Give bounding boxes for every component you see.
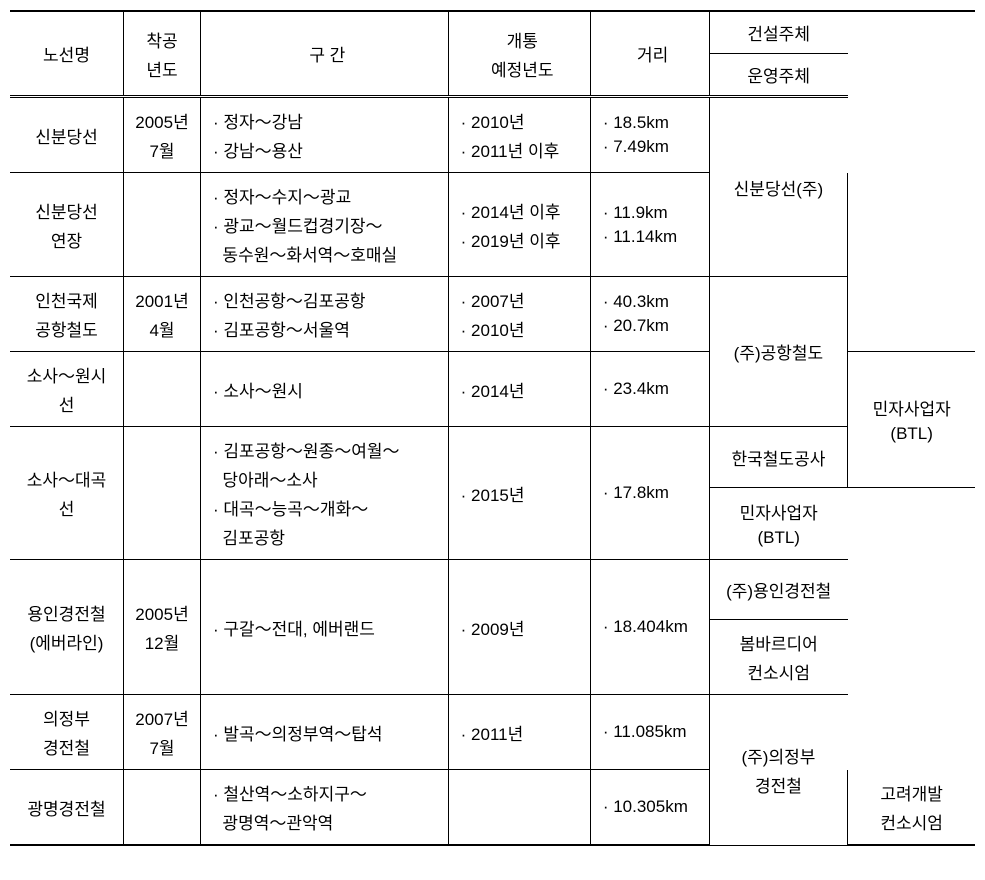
header-route: 노선명 bbox=[10, 11, 124, 97]
cell-start-year: 2007년7월 bbox=[124, 695, 201, 770]
cell-distance: · 17.8km bbox=[590, 427, 709, 560]
table-body: 신분당선2005년7월· 정자～강남· 강남～용산· 2010년· 2011년 … bbox=[10, 97, 975, 846]
cell-start-year: 2005년7월 bbox=[124, 97, 201, 173]
cell-distance: · 23.4km bbox=[590, 352, 709, 427]
cell-open-year: · 2014년 이후· 2019년 이후 bbox=[448, 173, 590, 277]
cell-open-year: · 2011년 bbox=[448, 695, 590, 770]
cell-open-year: · 2010년· 2011년 이후 bbox=[448, 97, 590, 173]
table-row: 의정부경전철2007년7월· 발곡～의정부역～탑석· 2011년· 11.085… bbox=[10, 695, 975, 770]
cell-section: · 정자～강남· 강남～용산 bbox=[200, 97, 448, 173]
cell-section: · 소사～원시 bbox=[200, 352, 448, 427]
cell-section: · 김포공항～원종～여월～ 당아래～소사· 대곡～능곡～개화～ 김포공항 bbox=[200, 427, 448, 560]
cell-entity: 봄바르디어컨소시엄 bbox=[709, 620, 848, 695]
cell-route: 광명경전철 bbox=[10, 770, 124, 846]
header-open-year: 개통예정년도 bbox=[448, 11, 590, 97]
header-operator: 운영주체 bbox=[709, 54, 848, 97]
cell-section: · 발곡～의정부역～탑석 bbox=[200, 695, 448, 770]
cell-section: · 철산역～소하지구～ 광명역～관악역 bbox=[200, 770, 448, 846]
cell-open-year: · 2009년 bbox=[448, 560, 590, 695]
cell-start-year: 2001년4월 bbox=[124, 277, 201, 352]
cell-start-year bbox=[124, 427, 201, 560]
cell-route: 의정부경전철 bbox=[10, 695, 124, 770]
header-section: 구 간 bbox=[200, 11, 448, 97]
cell-open-year bbox=[448, 770, 590, 846]
cell-section: · 구갈～전대, 에버랜드 bbox=[200, 560, 448, 695]
cell-entity: (주)용인경전철 bbox=[709, 560, 848, 620]
cell-entity: 신분당선(주) bbox=[709, 97, 848, 277]
cell-start-year: 2005년12월 bbox=[124, 560, 201, 695]
rail-lines-table: 노선명 착공년도 구 간 개통예정년도 거리 건설주체 운영주체 신분당선200… bbox=[10, 10, 975, 846]
cell-entity: (주)의정부경전철 bbox=[709, 695, 848, 846]
cell-distance: · 11.085km bbox=[590, 695, 709, 770]
cell-route: 용인경전철(에버라인) bbox=[10, 560, 124, 695]
cell-route: 신분당선 bbox=[10, 97, 124, 173]
table-row: 인천국제공항철도2001년4월· 인천공항～김포공항· 김포공항～서울역· 20… bbox=[10, 277, 975, 352]
cell-open-year: · 2007년· 2010년 bbox=[448, 277, 590, 352]
cell-open-year: · 2014년 bbox=[448, 352, 590, 427]
cell-entity: 민자사업자(BTL) bbox=[848, 352, 975, 488]
table-row: 신분당선2005년7월· 정자～강남· 강남～용산· 2010년· 2011년 … bbox=[10, 97, 975, 173]
header-distance: 거리 bbox=[590, 11, 709, 97]
cell-entity: (주)공항철도 bbox=[709, 277, 848, 427]
cell-route: 소사～원시선 bbox=[10, 352, 124, 427]
cell-distance: · 40.3km· 20.7km bbox=[590, 277, 709, 352]
cell-entity: 민자사업자(BTL) bbox=[709, 488, 848, 560]
table-row: 용인경전철(에버라인)2005년12월· 구갈～전대, 에버랜드· 2009년·… bbox=[10, 560, 975, 620]
cell-distance: · 18.5km· 7.49km bbox=[590, 97, 709, 173]
table-row: 소사～대곡선· 김포공항～원종～여월～ 당아래～소사· 대곡～능곡～개화～ 김포… bbox=[10, 427, 975, 488]
cell-start-year bbox=[124, 352, 201, 427]
header-builder: 건설주체 bbox=[709, 11, 848, 54]
cell-section: · 인천공항～김포공항· 김포공항～서울역 bbox=[200, 277, 448, 352]
cell-open-year: · 2015년 bbox=[448, 427, 590, 560]
cell-route: 소사～대곡선 bbox=[10, 427, 124, 560]
cell-entity: 한국철도공사 bbox=[709, 427, 848, 488]
cell-route: 신분당선연장 bbox=[10, 173, 124, 277]
cell-entity: 고려개발컨소시엄 bbox=[848, 770, 975, 846]
cell-entity bbox=[848, 173, 975, 352]
cell-distance: · 10.305km bbox=[590, 770, 709, 846]
cell-start-year bbox=[124, 173, 201, 277]
cell-section: · 정자～수지～광교· 광교～월드컵경기장～ 동수원～화서역～호매실 bbox=[200, 173, 448, 277]
cell-distance: · 11.9km· 11.14km bbox=[590, 173, 709, 277]
cell-route: 인천국제공항철도 bbox=[10, 277, 124, 352]
cell-start-year bbox=[124, 770, 201, 846]
cell-distance: · 18.404km bbox=[590, 560, 709, 695]
header-start-year: 착공년도 bbox=[124, 11, 201, 97]
